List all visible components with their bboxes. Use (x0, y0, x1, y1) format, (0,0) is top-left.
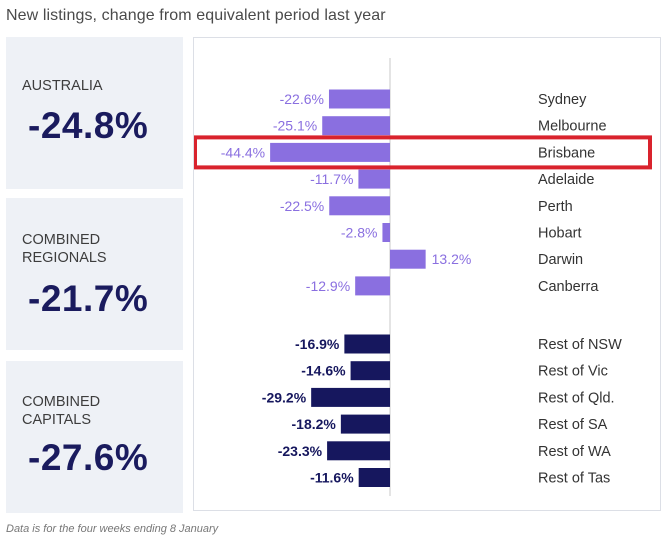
bar-sydney (328, 89, 390, 109)
bar-darwin (390, 249, 426, 269)
highlight-box (194, 135, 652, 170)
bar-hobart (382, 223, 390, 242)
bar-chart: -22.6% Sydney -25.1% Melbourne -44.4% Brisban… (194, 58, 652, 496)
combined-regionals-label: COMBINED REGIONALS (22, 232, 107, 266)
category-label: Brisbane (538, 145, 595, 161)
category-label: Rest of Tas (538, 471, 610, 487)
category-label: Canberra (538, 279, 599, 295)
category-label: Rest of WA (538, 444, 611, 460)
data-label: -29.2% (262, 389, 307, 405)
data-label: -16.9% (295, 336, 340, 352)
data-label: 13.2% (432, 251, 472, 267)
australia-label: AUSTRALIA (22, 78, 103, 94)
data-label: -18.2% (292, 416, 337, 432)
bar-canberra (355, 276, 390, 296)
bar-brisbane (270, 142, 390, 162)
combined-regionals-panel: COMBINED REGIONALS -21.7% (6, 198, 183, 350)
category-label: Adelaide (538, 172, 594, 188)
bar-rest-of-vic (350, 361, 390, 381)
data-label: -11.7% (310, 171, 353, 187)
category-label: Rest of Vic (538, 364, 608, 380)
chart-area: -22.6% Sydney -25.1% Melbourne -44.4% Brisban… (193, 37, 661, 511)
bar-rest-of-qld- (311, 387, 390, 407)
data-label: -22.5% (280, 198, 324, 214)
category-label: Rest of SA (538, 417, 608, 433)
combined-capitals-value: -27.6% (28, 437, 149, 478)
data-label: -11.6% (310, 470, 354, 486)
bar-rest-of-nsw (344, 334, 390, 354)
category-label: Rest of NSW (538, 337, 622, 353)
data-label: -2.8% (341, 225, 378, 241)
bar-rest-of-sa (340, 414, 390, 434)
chart-title: New listings, change from equivalent per… (6, 7, 386, 24)
combined-capitals-label: COMBINED CAPITALS (22, 394, 101, 428)
australia-panel: AUSTRALIA -24.8% (6, 37, 183, 189)
data-label: -14.6% (301, 363, 346, 379)
bar-perth (329, 196, 390, 216)
combined-regionals-value: -21.7% (28, 278, 149, 319)
data-label: -22.6% (280, 91, 324, 107)
combined-capitals-panel: COMBINED CAPITALS -27.6% (6, 361, 183, 513)
bar-melbourne (322, 116, 390, 136)
data-label: -44.4% (221, 144, 265, 160)
data-label: -25.1% (273, 118, 317, 134)
bar-rest-of-tas (358, 468, 390, 487)
category-label: Melbourne (538, 119, 607, 135)
footnote: Data is for the four weeks ending 8 Janu… (6, 523, 219, 535)
category-label: Sydney (538, 92, 587, 108)
category-label: Darwin (538, 252, 583, 268)
bar-rest-of-wa (327, 441, 390, 461)
data-label: -12.9% (306, 278, 350, 294)
category-label: Hobart (538, 226, 582, 242)
australia-value: -24.8% (28, 105, 149, 146)
data-label: -23.3% (278, 443, 323, 459)
category-label: Rest of Qld. (538, 390, 615, 406)
bar-adelaide (358, 169, 390, 189)
category-label: Perth (538, 199, 573, 215)
